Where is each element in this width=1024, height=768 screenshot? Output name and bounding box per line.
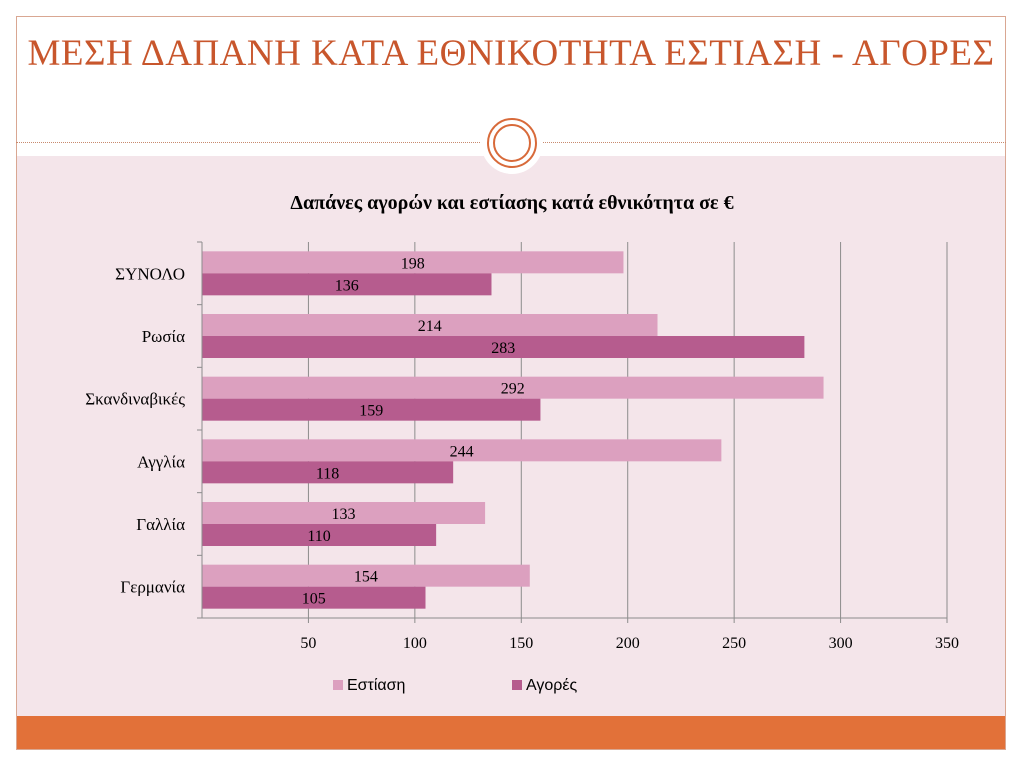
x-tick-label: 350 bbox=[935, 635, 959, 652]
data-label: 244 bbox=[450, 443, 474, 460]
category-label: Ρωσία bbox=[142, 327, 185, 346]
bar-agores bbox=[202, 586, 426, 609]
bar-estiasi bbox=[202, 439, 722, 462]
gridlines bbox=[307, 242, 948, 618]
data-label: 154 bbox=[354, 569, 378, 586]
data-label: 105 bbox=[302, 591, 326, 608]
axes: 50 100 150 200 250 300 350 ΣΥΝΟΛΟ Ρωσία Σκανδιναβ… bbox=[85, 241, 959, 652]
x-tick-label: 200 bbox=[616, 635, 640, 652]
bar-estiasi bbox=[202, 376, 824, 399]
category-label: Αγγλία bbox=[137, 452, 185, 471]
bar-estiasi bbox=[202, 314, 658, 336]
bar-agores bbox=[202, 336, 805, 358]
bar-agores bbox=[202, 524, 437, 546]
legend-swatch-agores bbox=[512, 680, 522, 690]
x-tick-label: 150 bbox=[509, 635, 533, 652]
ornament-inner-ring bbox=[493, 124, 531, 162]
data-label: 133 bbox=[332, 506, 356, 523]
data-label: 118 bbox=[316, 465, 339, 482]
legend-swatch-estiasi bbox=[333, 680, 343, 690]
legend-label: Εστίαση bbox=[347, 677, 405, 694]
bar-estiasi bbox=[202, 564, 530, 587]
x-tick-label: 300 bbox=[829, 635, 853, 652]
bar-agores bbox=[202, 398, 541, 421]
category-label: Γαλλία bbox=[136, 515, 185, 534]
x-tick-label: 100 bbox=[403, 635, 427, 652]
bar-estiasi bbox=[202, 502, 486, 524]
x-tick-label: 50 bbox=[300, 635, 316, 652]
data-label: 214 bbox=[418, 318, 442, 335]
category-label: ΣΥΝΟΛΟ bbox=[115, 264, 185, 283]
category-label: Γερμανία bbox=[120, 578, 185, 597]
bar-estiasi bbox=[202, 251, 624, 274]
circle-ornament-icon bbox=[481, 112, 543, 174]
category-label: Σκανδιναβικές bbox=[85, 390, 185, 409]
chart-title: Δαπάνες αγορών και εστίασης κατά εθνικότ… bbox=[290, 192, 733, 214]
slide-title: ΜΕΣΗ ΔΑΠΑΝΗ ΚΑΤΑ ΕΘΝΙΚΟΤΗΤΑ ΕΣΤΙΑΣΗ - ΑΓ… bbox=[27, 33, 995, 74]
data-label: 198 bbox=[401, 255, 425, 272]
bar-agores bbox=[202, 273, 492, 296]
data-label: 292 bbox=[501, 381, 525, 398]
data-label: 110 bbox=[307, 528, 330, 545]
ornament-outer-ring bbox=[487, 118, 537, 168]
data-label: 136 bbox=[335, 277, 359, 294]
legend-label: Αγορές bbox=[526, 677, 578, 694]
data-label: 159 bbox=[359, 403, 383, 420]
bar-agores bbox=[202, 461, 454, 484]
x-tick-label: 250 bbox=[722, 635, 746, 652]
footer-bar bbox=[17, 716, 1005, 749]
title-area: ΜΕΣΗ ΔΑΠΑΝΗ ΚΑΤΑ ΕΘΝΙΚΟΤΗΤΑ ΕΣΤΙΑΣΗ - ΑΓ… bbox=[16, 16, 1006, 142]
data-label: 283 bbox=[491, 340, 515, 357]
legend: Εστίαση Αγορές bbox=[333, 677, 578, 694]
